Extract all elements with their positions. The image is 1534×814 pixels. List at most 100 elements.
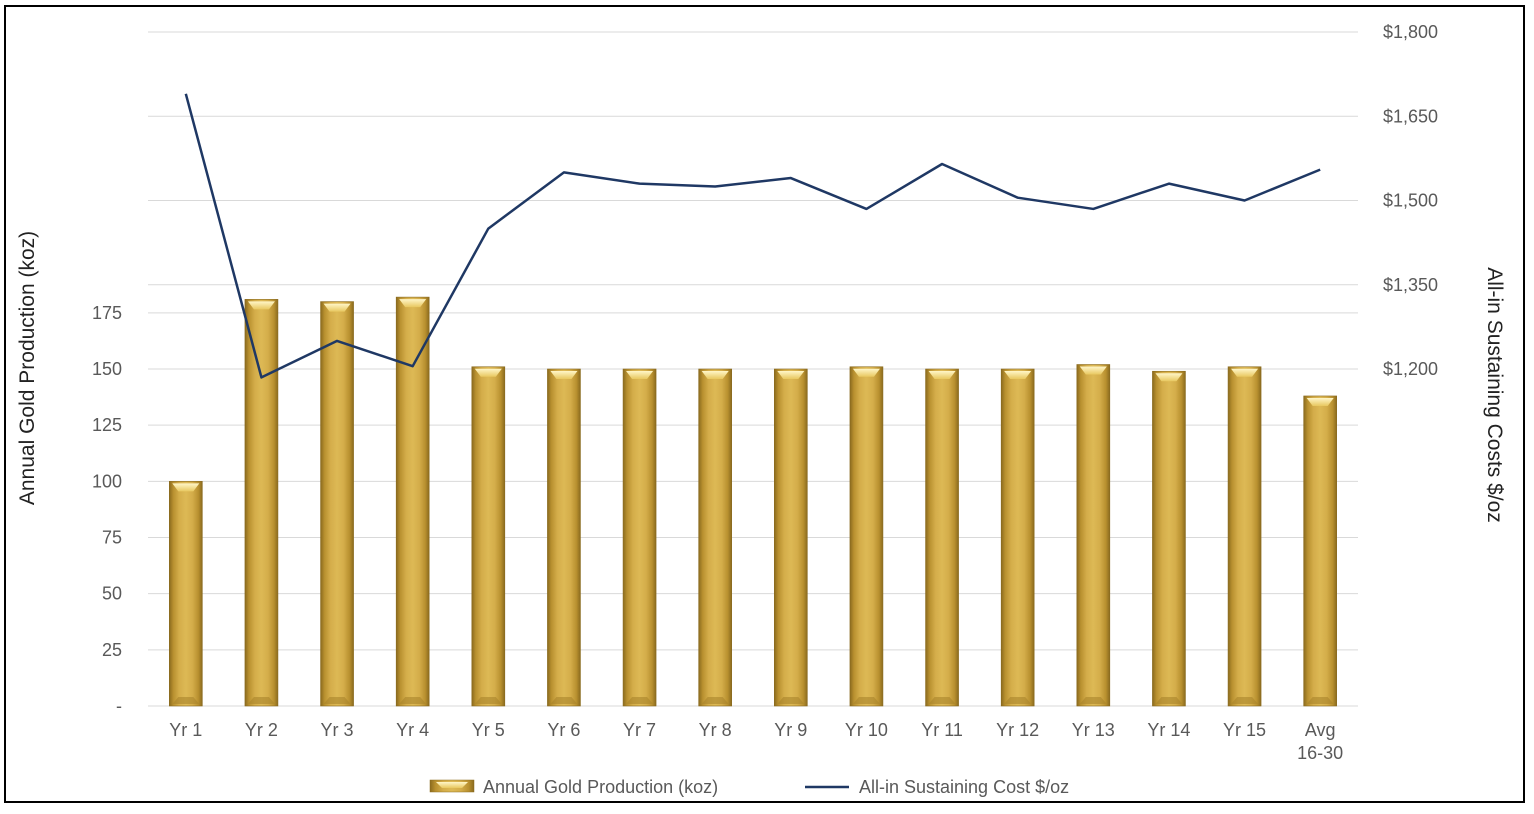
bar-top-bevel (1231, 368, 1259, 377)
x-tick-label: Yr 10 (845, 720, 888, 740)
y-axis-left: - 25 50 75 100 125 150 175 (92, 303, 122, 716)
x-tick-label: Yr 1 (169, 720, 202, 740)
x-axis: Yr 1 Yr 2 Yr 3 Yr 4 Yr 5 Yr 6 Yr 7 Yr 8 Yr 9 Yr 1… (169, 720, 1343, 763)
x-tick-label: Yr 14 (1147, 720, 1190, 740)
bar-top-bevel (172, 483, 200, 492)
y-tick-label-right: $1,200 (1383, 359, 1438, 379)
legend-swatch-bar-cap (436, 782, 468, 788)
bar (320, 301, 354, 707)
bar-top-bevel (323, 303, 351, 312)
y-tick-label-right: $1,650 (1383, 106, 1438, 126)
bar-bottom-bevel (474, 697, 502, 704)
bar (1303, 395, 1337, 707)
bar-bottom-bevel (626, 697, 654, 704)
bar-body (320, 301, 354, 707)
bar (1000, 368, 1035, 707)
legend-label-line: All-in Sustaining Cost $/oz (859, 777, 1069, 797)
bar-body (169, 481, 203, 707)
x-tick-label: Yr 4 (396, 720, 429, 740)
x-tick-label: Avg 16-30 (1297, 720, 1343, 763)
bar-top-bevel (247, 301, 275, 310)
bar-body (925, 368, 959, 707)
bar-body (849, 366, 884, 707)
bar-top-bevel (550, 371, 578, 379)
x-tick-label: Yr 15 (1223, 720, 1266, 740)
y-tick-label-left: 175 (92, 303, 122, 323)
bar-bottom-bevel (172, 697, 200, 704)
bar-bottom-bevel (247, 697, 275, 704)
x-tick-label: Yr 2 (245, 720, 278, 740)
bar-body (698, 368, 732, 707)
bar (395, 296, 430, 707)
bar-body (244, 299, 279, 707)
legend-item-line: All-in Sustaining Cost $/oz (805, 777, 1069, 797)
bar-body (1152, 370, 1186, 707)
x-tick-label: Yr 6 (547, 720, 580, 740)
bar-body (1227, 366, 1262, 707)
y-axis-right: $1,200 $1,350 $1,500 $1,650 $1,800 (1383, 22, 1438, 379)
aisc-line (184, 93, 1321, 379)
bar-top-bevel (474, 368, 502, 377)
bar-body (395, 296, 430, 707)
x-tick-label: Yr 8 (699, 720, 732, 740)
bar-top-bevel (852, 368, 880, 377)
bar-bottom-bevel (399, 697, 427, 704)
x-tick-label: Yr 13 (1072, 720, 1115, 740)
aisc-series-line (184, 93, 1321, 379)
y-tick-label-right: $1,350 (1383, 275, 1438, 295)
x-tick-label: Yr 9 (774, 720, 807, 740)
y-tick-label-left: - (116, 696, 122, 716)
bar-bottom-bevel (777, 697, 805, 704)
bar-bottom-bevel (323, 697, 351, 704)
bar-body (547, 368, 581, 707)
bar-top-bevel (1306, 397, 1334, 406)
legend-label-bar: Annual Gold Production (koz) (483, 777, 718, 797)
bar-body (1000, 368, 1035, 707)
bar-bottom-bevel (1004, 697, 1032, 704)
bar (471, 366, 506, 707)
y-tick-label-left: 50 (102, 584, 122, 604)
bar-top-bevel (399, 299, 427, 308)
bar-top-bevel (1079, 366, 1107, 375)
bar (622, 368, 657, 707)
bar-bottom-bevel (928, 697, 956, 704)
legend: Annual Gold Production (koz) All-in Sust… (429, 777, 1069, 797)
bar-bottom-bevel (550, 697, 578, 704)
bar (925, 368, 959, 707)
x-tick-label: Yr 7 (623, 720, 656, 740)
bars (169, 296, 1337, 707)
bar (849, 366, 884, 707)
bar (774, 368, 808, 707)
bar-bottom-bevel (1155, 697, 1183, 704)
x-tick-label: Yr 3 (321, 720, 354, 740)
y-tick-label-right: $1,500 (1383, 191, 1438, 211)
x-tick-label: Yr 5 (472, 720, 505, 740)
bar (244, 299, 279, 707)
bar (1152, 370, 1186, 707)
y-tick-label-left: 75 (102, 528, 122, 548)
bar-top-bevel (626, 371, 654, 379)
bar-bottom-bevel (852, 697, 880, 704)
bar (1227, 366, 1262, 707)
bar-bottom-bevel (1231, 697, 1259, 704)
bar (1076, 364, 1111, 707)
y-tick-label-left: 25 (102, 640, 122, 660)
bar-body (622, 368, 657, 707)
bar-top-bevel (701, 371, 729, 379)
y-tick-label-left: 125 (92, 415, 122, 435)
y-axis-right-title: All-in Sustaining Costs $/oz (1483, 267, 1506, 523)
bar-body (1303, 395, 1337, 707)
y-tick-label-right: $1,800 (1383, 22, 1438, 42)
bar-top-bevel (777, 371, 805, 379)
bar-body (774, 368, 808, 707)
bar-top-bevel (928, 371, 956, 379)
bar (698, 368, 732, 707)
bar (547, 368, 581, 707)
bar-bottom-bevel (1306, 697, 1334, 704)
bar-top-bevel (1155, 373, 1183, 382)
y-tick-label-left: 150 (92, 359, 122, 379)
bar-bottom-bevel (1079, 697, 1107, 704)
bar-bottom-bevel (701, 697, 729, 704)
x-tick-label: Yr 12 (996, 720, 1039, 740)
